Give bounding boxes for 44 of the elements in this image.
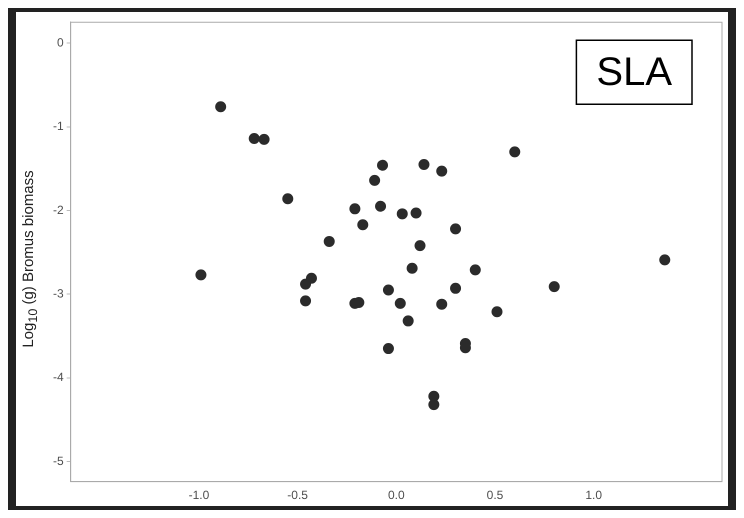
- y-tick-label: -2: [53, 202, 64, 217]
- point: [428, 399, 440, 410]
- point: [375, 200, 386, 212]
- point: [349, 203, 360, 214]
- point: [396, 208, 408, 220]
- point: [470, 264, 481, 276]
- point: [306, 272, 317, 284]
- point: [450, 223, 462, 234]
- point: [491, 306, 502, 318]
- point: [300, 295, 312, 306]
- x-tick-label: 0.0: [388, 488, 405, 502]
- point: [394, 298, 406, 309]
- point: [509, 146, 520, 158]
- point: [282, 193, 294, 204]
- point: [436, 166, 448, 177]
- x-tick-label: 1.0: [585, 488, 602, 502]
- point: [195, 269, 206, 280]
- annotation: SLA: [596, 50, 672, 94]
- point: [410, 207, 422, 218]
- point: [450, 282, 462, 294]
- x-tick-label: 0.5: [486, 488, 504, 502]
- y-tick-label: -3: [53, 286, 64, 300]
- point: [414, 240, 426, 252]
- point: [436, 298, 448, 310]
- point: [369, 174, 380, 186]
- point: [382, 343, 394, 354]
- y-tick-label: 0: [56, 35, 64, 50]
- point: [659, 254, 670, 266]
- point: [248, 133, 260, 144]
- point: [548, 281, 560, 292]
- y-tick-label: -5: [53, 454, 64, 468]
- point: [324, 236, 335, 247]
- point: [406, 262, 418, 274]
- point: [215, 101, 226, 112]
- y-tick-label: -4: [53, 370, 64, 384]
- point: [402, 315, 414, 326]
- point: [357, 219, 368, 230]
- x-tick-label: -1.0: [188, 488, 210, 502]
- point: [382, 284, 394, 296]
- point: [258, 134, 270, 145]
- y-tick-label: -1: [53, 119, 64, 134]
- point: [377, 160, 388, 171]
- point: [418, 158, 430, 170]
- x-tick-label: -0.5: [287, 488, 308, 502]
